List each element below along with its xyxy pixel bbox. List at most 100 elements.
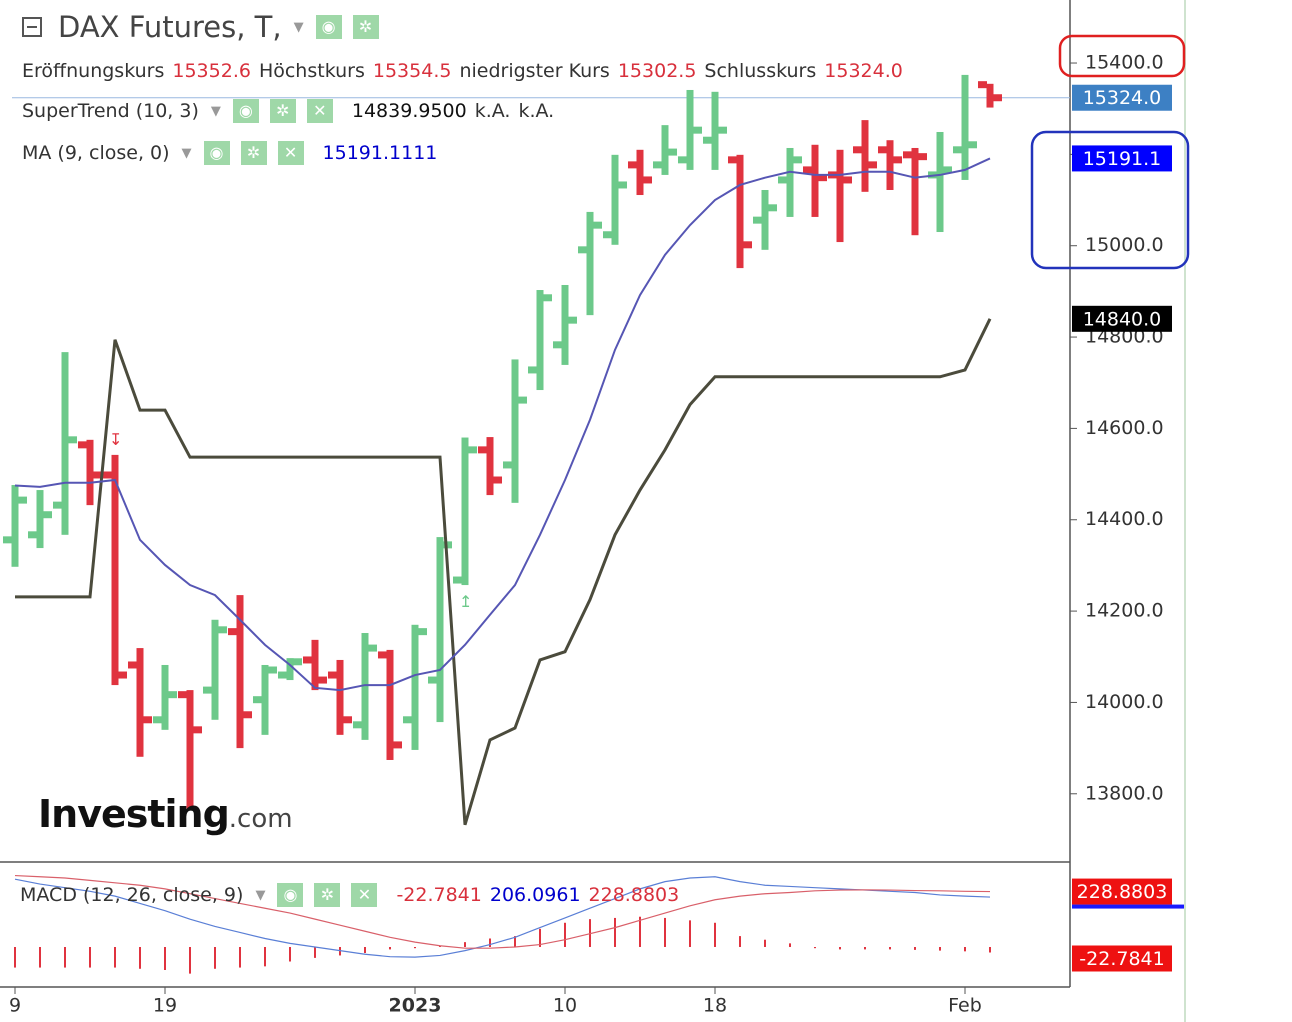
bar-close <box>93 471 102 479</box>
bar-range <box>11 485 19 567</box>
bar-close <box>718 126 727 134</box>
bar-open <box>803 166 812 174</box>
indicator-value: k.A. <box>474 100 511 122</box>
bar-close <box>843 176 852 184</box>
bar-range <box>836 149 844 243</box>
indicator-value: 14839.9500 <box>351 100 467 122</box>
settings-icon[interactable]: ✲ <box>314 883 341 907</box>
bar-open <box>553 341 562 349</box>
bar-close <box>268 666 277 674</box>
bar-open <box>53 501 62 509</box>
settings-icon[interactable]: ✲ <box>352 15 379 39</box>
bar-range <box>561 284 569 365</box>
legend-label: niedrigster Kurs <box>459 60 610 82</box>
bar-range <box>536 290 544 391</box>
indicator-value: -22.7841 <box>396 884 482 906</box>
bar-range <box>736 154 744 269</box>
overlay-line <box>14 157 991 692</box>
bar-open <box>28 531 37 539</box>
highlight-red <box>1058 34 1186 78</box>
bar-range <box>636 149 644 196</box>
bar-close <box>893 156 902 164</box>
bar-open <box>278 671 287 679</box>
bar-range <box>286 658 294 681</box>
bar-close <box>168 691 177 699</box>
bar-close <box>43 511 52 519</box>
close-icon[interactable]: ✕ <box>277 141 304 165</box>
dropdown[interactable]: ▼ <box>181 145 192 161</box>
bar-open <box>328 671 337 679</box>
eye-icon[interactable]: ◉ <box>232 99 259 123</box>
x-tick-label: 10 <box>553 995 577 1017</box>
bar-close <box>418 628 427 636</box>
bar-close <box>818 174 827 182</box>
bar-close <box>293 658 302 666</box>
bar-range <box>861 120 869 192</box>
watermark: Investing.com <box>38 792 293 836</box>
bar-close <box>18 496 27 504</box>
eye-icon[interactable]: ◉ <box>277 883 304 907</box>
bar-range <box>886 140 894 190</box>
indicator-value: 206.0961 <box>489 884 581 906</box>
bar-close <box>618 181 627 189</box>
eye-icon[interactable]: ◉ <box>315 15 342 39</box>
supertrend-legend: SuperTrend (10, 3) ▼ ◉ ✲ ✕ 14839.9500 k.A.… <box>22 99 554 123</box>
legend-label: Schlusskurs <box>704 60 817 82</box>
bar-open <box>853 146 862 154</box>
bar-open <box>428 676 437 684</box>
macd-line <box>14 874 991 949</box>
legend-value: 15324.0 <box>824 60 903 82</box>
bar-range <box>686 89 694 170</box>
bar-open <box>678 156 687 164</box>
bar-range <box>986 83 994 108</box>
price-tag: 14840.0 <box>1083 308 1162 330</box>
bar-range <box>611 154 619 245</box>
dropdown[interactable]: ▼ <box>210 103 221 119</box>
indicator-value: 228.8803 <box>588 884 680 906</box>
collapse-icon[interactable] <box>22 17 42 37</box>
bar-close <box>918 153 927 161</box>
bar-close <box>668 148 677 156</box>
eye-icon[interactable]: ◉ <box>203 141 230 165</box>
bar-close <box>468 446 477 454</box>
bar-open <box>753 216 762 224</box>
bar-close <box>493 476 502 484</box>
bar-close <box>568 316 577 324</box>
legend-label: Höchstkurs <box>258 60 365 82</box>
close-icon[interactable]: ✕ <box>351 883 378 907</box>
dropdown[interactable]: ▼ <box>293 19 304 35</box>
bar-open <box>403 716 412 724</box>
indicator-name: MA (9, close, 0) <box>22 142 170 164</box>
bar-close <box>143 716 152 724</box>
bar-close <box>693 126 702 134</box>
bar-range <box>586 211 594 316</box>
bar-range <box>386 649 394 760</box>
bar-range <box>61 352 69 535</box>
bar-open <box>228 628 237 636</box>
dropdown[interactable]: ▼ <box>255 887 266 903</box>
settings-icon[interactable]: ✲ <box>240 141 267 165</box>
indicator-value: k.A. <box>518 100 555 122</box>
bar-open <box>728 156 737 164</box>
settings-icon[interactable]: ✲ <box>269 99 296 123</box>
bar-range <box>911 147 919 236</box>
bar-close <box>318 676 327 684</box>
bar-close <box>643 176 652 184</box>
x-tick-label: Feb <box>948 995 982 1017</box>
bar-close <box>443 541 452 549</box>
signal-arrow: ↥ <box>459 592 473 611</box>
bar-range <box>136 648 144 757</box>
bar-close <box>68 436 77 444</box>
bar-open <box>128 661 137 669</box>
bar-open <box>953 146 962 154</box>
x-tick-label: 19 <box>153 995 177 1017</box>
bar-range <box>86 439 94 506</box>
y-tick-label: 14200.0 <box>1085 600 1164 622</box>
bar-open <box>378 651 387 659</box>
bar-open <box>878 146 887 154</box>
close-icon[interactable]: ✕ <box>306 99 333 123</box>
x-tick-label: 2023 <box>389 995 442 1017</box>
bar-close <box>968 141 977 149</box>
